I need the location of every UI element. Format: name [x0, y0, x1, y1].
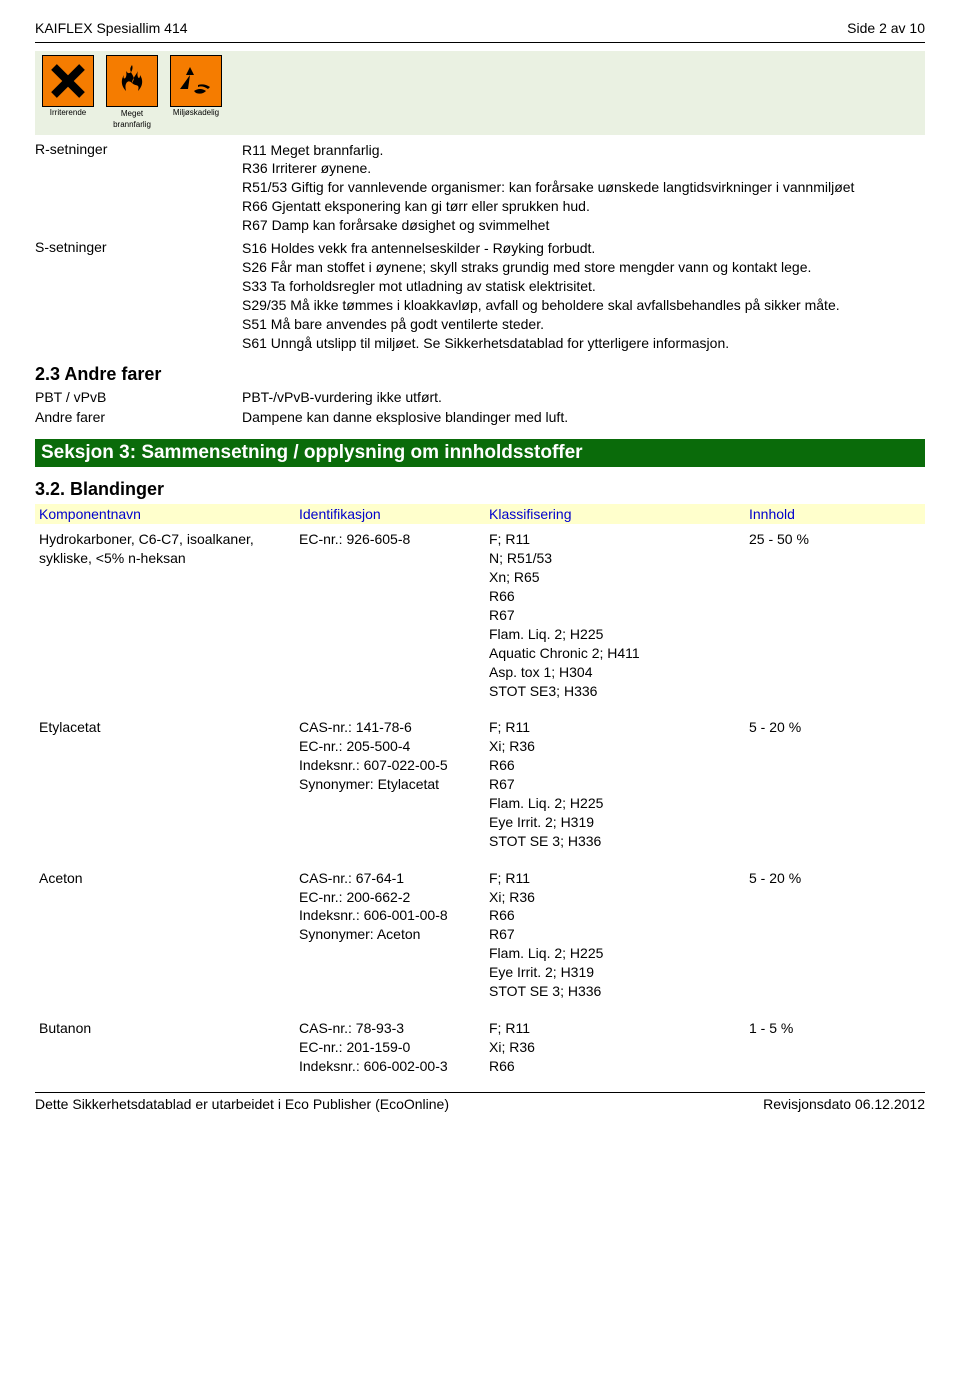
hazard-label: Miljøskadelig — [173, 109, 219, 118]
r-phrases-text: R11 Meget brannfarlig. R36 Irriterer øyn… — [242, 141, 925, 235]
component-name: Aceton — [39, 869, 299, 1001]
section-2-3-title: 2.3 Andre farer — [35, 364, 925, 385]
components-table-body: Hydrokarboner, C6-C7, isoalkaner, syklis… — [35, 528, 925, 1077]
th-content: Innhold — [749, 506, 921, 522]
footer-source: Dette Sikkerhetsdatablad er utarbeidet i… — [35, 1096, 449, 1112]
footer-revision: Revisjonsdato 06.12.2012 — [763, 1096, 925, 1112]
component-content: 1 - 5 % — [749, 1019, 921, 1076]
component-ident: CAS-nr.: 141-78-6 EC-nr.: 205-500-4 Inde… — [299, 718, 489, 850]
component-class: F; R11 N; R51/53 Xn; R65 R66 R67 Flam. L… — [489, 530, 749, 700]
component-content: 5 - 20 % — [749, 869, 921, 1001]
r-phrases-label: R-setninger — [35, 141, 230, 235]
s-phrases-row: S-setninger S16 Holdes vekk fra antennel… — [35, 239, 925, 352]
s-phrases-text: S16 Holdes vekk fra antennelseskilder - … — [242, 239, 925, 352]
footer-divider — [35, 1092, 925, 1093]
section-3-bar: Seksjon 3: Sammensetning / opplysning om… — [35, 439, 925, 467]
component-ident: EC-nr.: 926-605-8 — [299, 530, 489, 700]
hazard-environment: Miljøskadelig — [167, 55, 225, 131]
component-name: Butanon — [39, 1019, 299, 1076]
component-row: AcetonCAS-nr.: 67-64-1 EC-nr.: 200-662-2… — [35, 867, 925, 1003]
component-class: F; R11 Xi; R36 R66 — [489, 1019, 749, 1076]
component-row: ButanonCAS-nr.: 78-93-3 EC-nr.: 201-159-… — [35, 1017, 925, 1078]
th-name: Komponentnavn — [39, 506, 299, 522]
other-hazards-value: Dampene kan danne eksplosive blandinger … — [242, 409, 925, 425]
product-name: KAIFLEX Spesiallim 414 — [35, 20, 188, 36]
environment-icon — [170, 55, 222, 107]
component-content: 5 - 20 % — [749, 718, 921, 850]
component-content: 25 - 50 % — [749, 530, 921, 700]
hazard-flammable: Meget brannfarlig — [103, 55, 161, 131]
s-phrases-label: S-setninger — [35, 239, 230, 352]
component-name: Hydrokarboner, C6-C7, isoalkaner, syklis… — [39, 530, 299, 700]
header-divider — [35, 42, 925, 43]
component-row: EtylacetatCAS-nr.: 141-78-6 EC-nr.: 205-… — [35, 716, 925, 852]
r-phrases-row: R-setninger R11 Meget brannfarlig. R36 I… — [35, 141, 925, 235]
component-name: Etylacetat — [39, 718, 299, 850]
page-footer: Dette Sikkerhetsdatablad er utarbeidet i… — [35, 1096, 925, 1112]
hazard-label: Irriterende — [50, 109, 86, 118]
th-ident: Identifikasjon — [299, 506, 489, 522]
hazard-label: Meget brannfarlig — [113, 109, 151, 131]
component-ident: CAS-nr.: 78-93-3 EC-nr.: 201-159-0 Indek… — [299, 1019, 489, 1076]
pbt-label: PBT / vPvB — [35, 389, 230, 405]
hazard-irritant: Irriterende — [39, 55, 97, 131]
component-row: Hydrokarboner, C6-C7, isoalkaner, syklis… — [35, 528, 925, 702]
irritant-icon — [42, 55, 94, 107]
hazard-symbols-row: Irriterende Meget brannfarlig Miljøskade… — [35, 51, 925, 135]
flame-icon — [106, 55, 158, 107]
pbt-value: PBT-/vPvB-vurdering ikke utført. — [242, 389, 925, 405]
component-class: F; R11 Xi; R36 R66 R67 Flam. Liq. 2; H22… — [489, 718, 749, 850]
components-table-header: Komponentnavn Identifikasjon Klassifiser… — [35, 504, 925, 524]
th-class: Klassifisering — [489, 506, 749, 522]
page-number: Side 2 av 10 — [847, 20, 925, 36]
other-hazards-label: Andre farer — [35, 409, 230, 425]
section-3-2-title: 3.2. Blandinger — [35, 479, 925, 500]
pbt-row: PBT / vPvB PBT-/vPvB-vurdering ikke utfø… — [35, 389, 925, 405]
page-header: KAIFLEX Spesiallim 414 Side 2 av 10 — [35, 20, 925, 36]
component-ident: CAS-nr.: 67-64-1 EC-nr.: 200-662-2 Indek… — [299, 869, 489, 1001]
other-hazards-row: Andre farer Dampene kan danne eksplosive… — [35, 409, 925, 425]
component-class: F; R11 Xi; R36 R66 R67 Flam. Liq. 2; H22… — [489, 869, 749, 1001]
